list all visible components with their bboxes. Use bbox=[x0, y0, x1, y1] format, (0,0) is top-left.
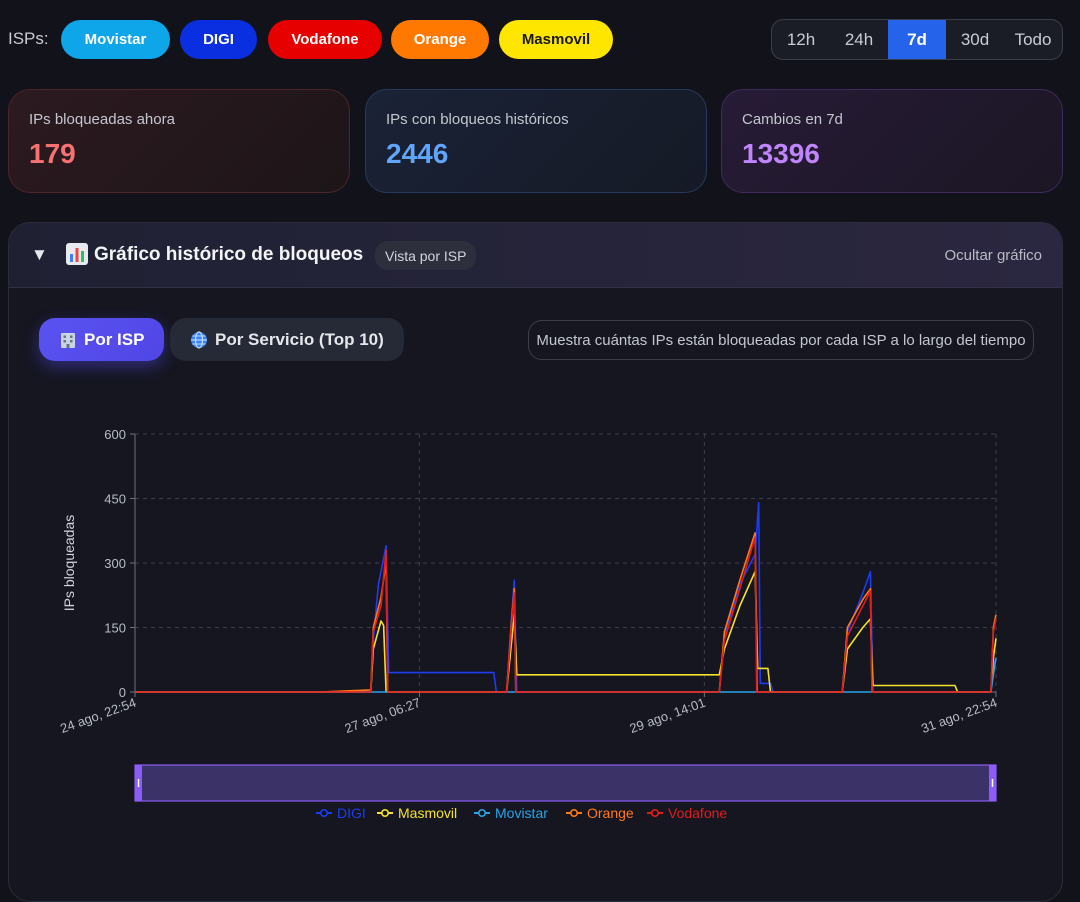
globe-icon bbox=[191, 330, 207, 349]
stat-value: 2446 bbox=[386, 138, 449, 169]
tab-by-isp[interactable]: Por ISP bbox=[39, 318, 165, 361]
series-line-orange bbox=[135, 532, 997, 693]
range-12h[interactable]: 12h bbox=[786, 29, 816, 49]
stat-label: IPs bloqueadas ahora bbox=[29, 111, 175, 128]
isp-history-line-chart: 0 150 300 450 600 24 ago, 22:54 27 ago, 06:27 2… bbox=[58, 427, 999, 821]
isp-pill-label: Movistar bbox=[84, 31, 147, 48]
range-all[interactable]: Todo bbox=[1014, 29, 1052, 49]
legend-symbol-dot bbox=[477, 808, 486, 817]
stat-value: 179 bbox=[29, 138, 76, 169]
stat-card-changes: Cambios en 7d 13396 bbox=[721, 89, 1063, 193]
legend-item-movistar[interactable]: Movistar bbox=[495, 805, 548, 821]
x-tick-label: 31 ago, 22:54 bbox=[919, 695, 999, 736]
y-tick-label: 300 bbox=[104, 556, 126, 571]
y-tick-label: 0 bbox=[119, 685, 126, 700]
isp-filter-label: ISPs: bbox=[8, 29, 49, 48]
panel-title: Gráfico histórico de bloqueos bbox=[94, 244, 364, 265]
y-tick-label: 150 bbox=[104, 621, 126, 636]
x-tick-label: 29 ago, 14:01 bbox=[628, 695, 708, 736]
legend-symbol-dot bbox=[569, 808, 578, 817]
tab-by-service[interactable]: Por Servicio (Top 10) bbox=[170, 318, 404, 361]
range-30d[interactable]: 30d bbox=[960, 29, 990, 49]
y-axis-label: IPs bloqueadas bbox=[61, 515, 77, 612]
legend-item-orange[interactable]: Orange bbox=[587, 805, 634, 821]
tab-label: Por ISP bbox=[84, 329, 145, 349]
x-tick-label: 27 ago, 06:27 bbox=[343, 695, 423, 736]
isp-pill-label: Masmovil bbox=[521, 31, 591, 48]
chart-description: Muestra cuántas IPs están bloqueadas por… bbox=[528, 320, 1034, 360]
legend-item-digi[interactable]: DIGI bbox=[337, 805, 366, 821]
isp-pill-label: DIGI bbox=[203, 31, 234, 48]
isp-pill-label: Vodafone bbox=[291, 31, 359, 48]
stat-label: IPs con bloqueos históricos bbox=[386, 111, 569, 128]
legend-symbol-dot bbox=[650, 808, 659, 817]
series-line-masmovil bbox=[135, 570, 997, 693]
range-24h[interactable]: 24h bbox=[844, 29, 874, 49]
tab-label: Por Servicio (Top 10) bbox=[215, 329, 384, 349]
view-mode-badge: Vista por ISP bbox=[375, 241, 477, 270]
isp-pill-label: Orange bbox=[413, 31, 467, 48]
legend-item-vodafone[interactable]: Vodafone bbox=[668, 805, 727, 821]
legend-symbol-dot bbox=[319, 808, 328, 817]
legend-item-masmovil[interactable]: Masmovil bbox=[398, 805, 457, 821]
building-icon bbox=[61, 332, 75, 348]
isp-pill-orange[interactable]: Orange bbox=[391, 20, 489, 59]
stat-label: Cambios en 7d bbox=[742, 111, 843, 128]
isp-pill-vodafone[interactable]: Vodafone bbox=[268, 20, 382, 59]
range-7d[interactable]: 7d bbox=[888, 20, 946, 59]
collapse-toggle-icon[interactable]: ▼ bbox=[31, 245, 48, 264]
zoom-slider-range[interactable] bbox=[134, 764, 997, 802]
y-tick-label: 600 bbox=[104, 427, 126, 442]
x-tick-label: 24 ago, 22:54 bbox=[58, 695, 138, 736]
series-line-vodafone bbox=[135, 536, 997, 693]
stat-card-historical: IPs con bloqueos históricos 2446 bbox=[365, 89, 707, 193]
isp-pill-movistar[interactable]: Movistar bbox=[61, 20, 170, 59]
isp-filter-bar: ISPs: Movistar DIGI Vodafone Orange Masm… bbox=[0, 0, 1080, 80]
y-tick-label: 450 bbox=[104, 492, 126, 507]
isp-pill-digi[interactable]: DIGI bbox=[180, 20, 257, 59]
stat-value: 13396 bbox=[742, 138, 820, 169]
isp-pill-masmovil[interactable]: Masmovil bbox=[499, 20, 613, 59]
time-range-selector: 12h 24h 7d 30d Todo bbox=[771, 19, 1063, 60]
hide-chart-button[interactable]: Ocultar gráfico bbox=[944, 247, 1042, 264]
legend-symbol-dot bbox=[380, 808, 389, 817]
stat-card-blocked-now: IPs bloqueadas ahora 179 bbox=[8, 89, 350, 193]
panel-header[interactable]: ▼ Gráfico histórico de bloqueos Vista po… bbox=[9, 223, 1062, 288]
bar-chart-icon bbox=[66, 243, 88, 265]
